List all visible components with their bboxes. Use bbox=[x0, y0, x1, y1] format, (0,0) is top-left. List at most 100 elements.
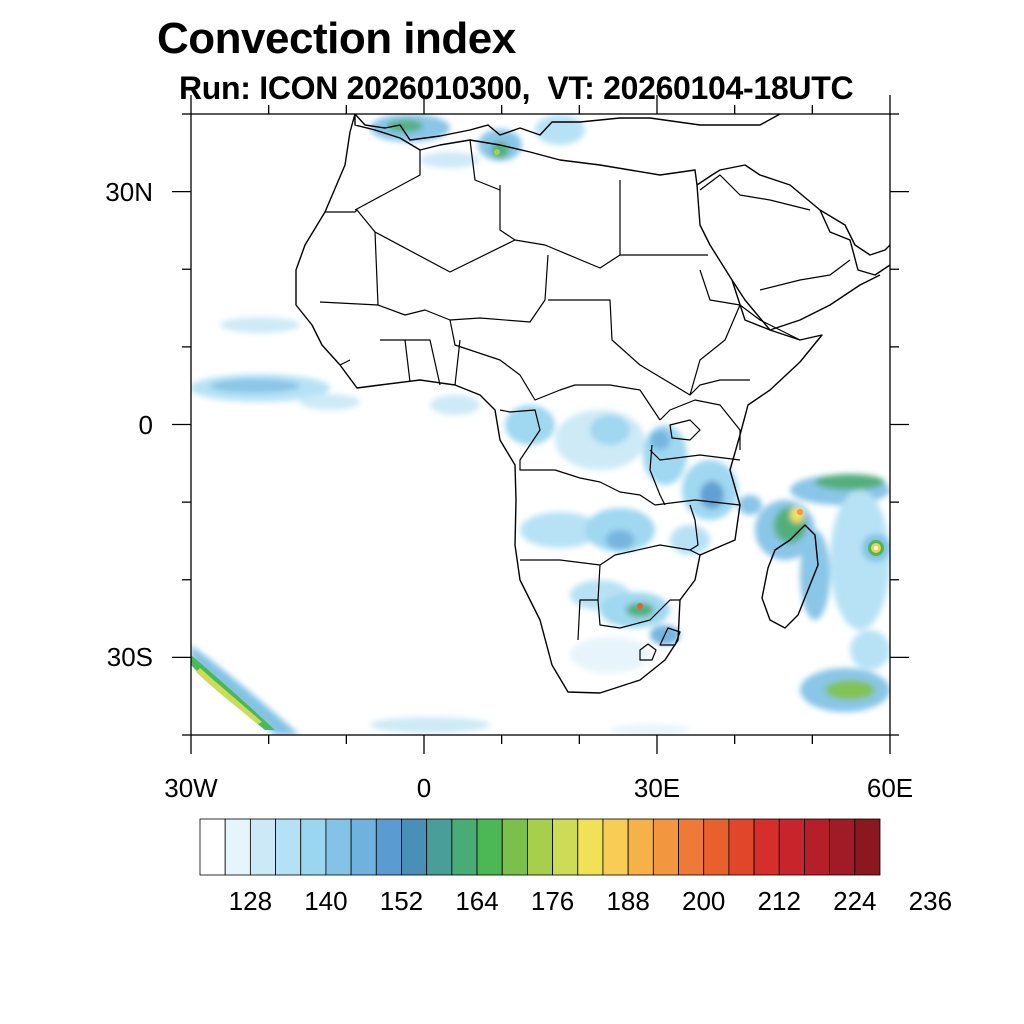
colorbar-box bbox=[199, 818, 226, 876]
convection-field-layer bbox=[191, 114, 890, 735]
madagascar-coastline bbox=[761, 524, 819, 629]
colorbar-box bbox=[829, 818, 856, 876]
field-med-east bbox=[535, 115, 585, 145]
arabia-coastline bbox=[696, 164, 890, 331]
colorbar-box bbox=[678, 818, 705, 876]
colorbar-box bbox=[527, 818, 553, 876]
colorbar-box bbox=[451, 818, 478, 876]
border-maghreb bbox=[354, 139, 501, 211]
border-lake-tanganyika bbox=[649, 444, 666, 506]
field-angola bbox=[520, 512, 600, 548]
field-hotspot-natal bbox=[637, 603, 643, 609]
field-kenya-coast bbox=[738, 495, 762, 515]
colorbar bbox=[199, 818, 881, 876]
colorbar-box bbox=[300, 818, 327, 876]
field-south-atlantic-front-hot bbox=[196, 668, 262, 724]
field-congo bbox=[505, 405, 555, 445]
field-east-indian bbox=[830, 490, 890, 630]
field-cyclone-eye bbox=[874, 546, 878, 550]
colorbar-tick-label: 200 bbox=[682, 886, 726, 916]
border-sahara-2 bbox=[374, 231, 708, 273]
colorbar-box bbox=[854, 818, 881, 876]
field-atlantic-itcz-tail bbox=[300, 394, 360, 410]
border-lake-malawi bbox=[689, 504, 699, 551]
axis-ticks bbox=[172, 95, 909, 754]
border-horn bbox=[689, 269, 801, 396]
map-subtitle: Run: ICON 2026010300, VT: 20260104-18UTC bbox=[179, 70, 854, 106]
border-sahara-1 bbox=[325, 209, 379, 306]
field-med-west-core bbox=[387, 120, 423, 132]
colorbar-box bbox=[501, 818, 528, 876]
lat-tick-label: 0 bbox=[138, 409, 153, 440]
field-madagascar-east bbox=[800, 530, 830, 620]
colorbar-box bbox=[652, 818, 679, 876]
colorbar-tick-label: 140 bbox=[304, 886, 348, 916]
field-hotspot-channel bbox=[797, 509, 803, 515]
colorbar-box bbox=[325, 818, 352, 876]
lon-tick-label: 60E bbox=[866, 773, 914, 803]
border-west-coast bbox=[339, 339, 461, 386]
field-sw-indian-tail bbox=[850, 630, 890, 670]
colorbar-box bbox=[350, 818, 377, 876]
colorbar-box bbox=[375, 818, 402, 876]
field-south-atlantic-tail bbox=[370, 717, 490, 733]
colorbar-box bbox=[703, 818, 730, 876]
colorbar-box bbox=[275, 818, 302, 876]
field-hotspot-med bbox=[494, 149, 500, 155]
field-mozambique-hot bbox=[790, 507, 804, 523]
field-south-of-cape bbox=[610, 724, 690, 735]
colorbar-tick-label: 212 bbox=[757, 886, 801, 916]
colorbar-tick-label: 236 bbox=[908, 886, 953, 916]
field-atlas bbox=[420, 152, 480, 168]
coastlines bbox=[295, 114, 890, 694]
field-sw-indian-core bbox=[825, 680, 875, 700]
border-egypt-libya bbox=[499, 180, 621, 255]
country-borders bbox=[319, 139, 851, 661]
colorbar-tick-label: 128 bbox=[228, 886, 273, 916]
colorbar-box bbox=[426, 818, 453, 876]
border-central-1 bbox=[449, 319, 661, 421]
border-lake-victoria bbox=[669, 419, 701, 441]
field-atlantic-itcz-core bbox=[210, 379, 300, 393]
field-karoo bbox=[570, 637, 650, 673]
africa-coastline bbox=[295, 114, 823, 694]
field-central-core bbox=[590, 415, 630, 445]
colorbar-box bbox=[804, 818, 831, 876]
lon-tick-label: 30E bbox=[633, 773, 681, 803]
colorbar-box bbox=[552, 818, 579, 876]
colorbar-tick-label: 152 bbox=[379, 886, 424, 916]
colorbar-box bbox=[602, 818, 629, 876]
colorbar-tick-label: 188 bbox=[606, 886, 650, 916]
map-title: Convection index bbox=[157, 14, 516, 63]
lon-tick-label: 0 bbox=[416, 773, 432, 803]
border-lesotho bbox=[639, 643, 657, 661]
border-arabia bbox=[699, 174, 851, 291]
border-southern-2 bbox=[597, 599, 681, 646]
field-malawi bbox=[670, 525, 710, 555]
colorbar-box bbox=[476, 818, 503, 876]
field-north-madagascar-core bbox=[815, 474, 885, 490]
field-south-atlantic-front-core bbox=[191, 655, 275, 730]
border-central-2 bbox=[499, 409, 656, 506]
colorbar-box bbox=[577, 818, 604, 876]
colorbar-box bbox=[627, 818, 654, 876]
field-south-atlantic-front bbox=[191, 645, 300, 735]
colorbar-box bbox=[753, 818, 780, 876]
border-sahel bbox=[319, 254, 750, 396]
lon-tick-label: 30W bbox=[164, 773, 218, 803]
europe-coastline bbox=[354, 114, 781, 141]
field-tanzania-core bbox=[700, 481, 724, 509]
field-guinea-coast bbox=[220, 317, 300, 333]
colorbar-tick-label: 224 bbox=[833, 886, 877, 916]
field-gulf-guinea bbox=[430, 395, 480, 415]
colorbar-box bbox=[224, 818, 251, 876]
lat-tick-label: 30N bbox=[105, 176, 153, 207]
colorbar-tick-label: 176 bbox=[530, 886, 575, 916]
colorbar-box bbox=[401, 818, 428, 876]
field-great-lakes-core bbox=[650, 430, 670, 450]
field-transvaal-core bbox=[626, 603, 654, 617]
border-east-africa bbox=[649, 399, 741, 506]
colorbar-box bbox=[249, 818, 276, 876]
field-zambia-core bbox=[606, 530, 634, 550]
